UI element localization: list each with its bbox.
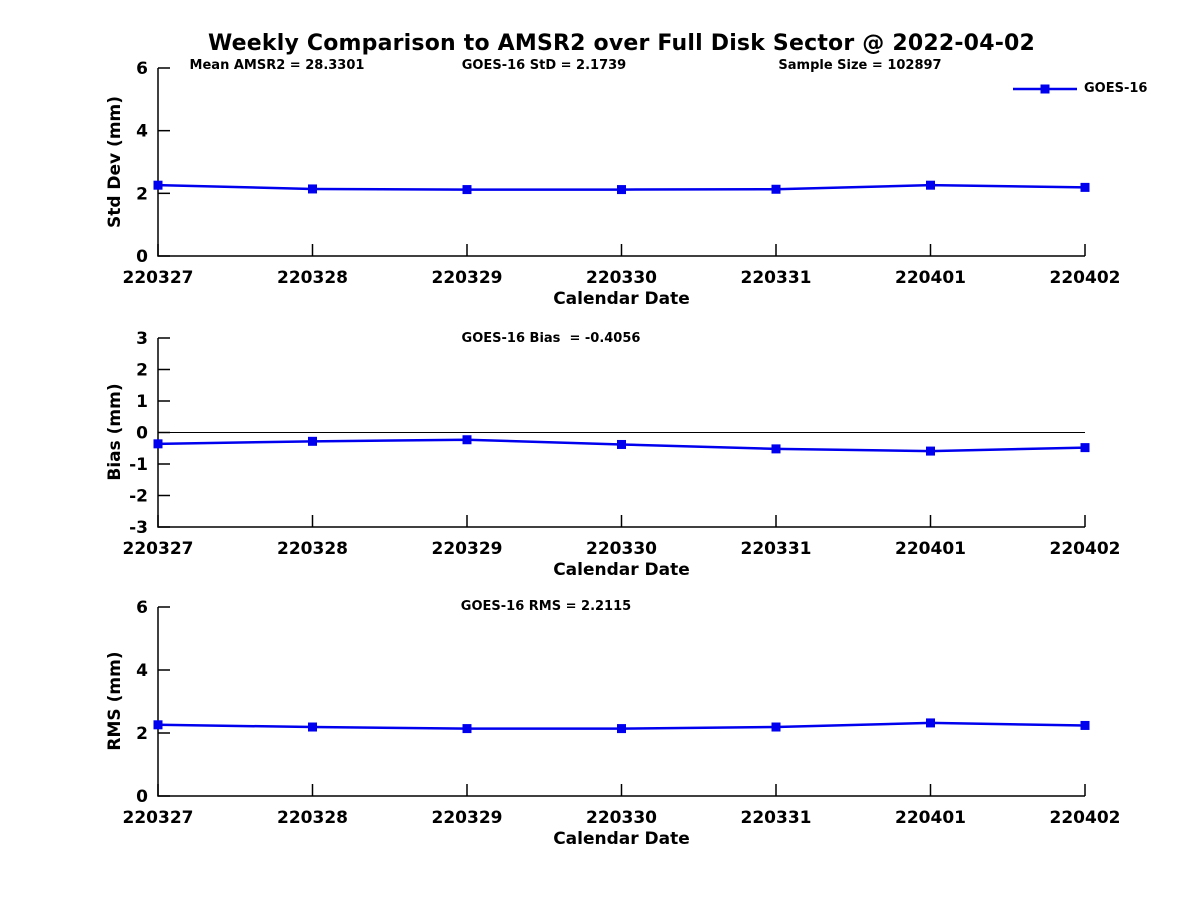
- x-axis-label: Calendar Date: [553, 289, 690, 309]
- figure-title: Weekly Comparison to AMSR2 over Full Dis…: [207, 31, 1036, 56]
- x-tick-label: 220402: [1050, 268, 1121, 288]
- x-tick-label: 220330: [586, 268, 657, 288]
- y-tick-label: 2: [136, 724, 148, 744]
- x-tick-label: 220328: [277, 268, 348, 288]
- stat-annotation-mean-amsr2: Mean AMSR2 = 28.3301: [189, 58, 365, 73]
- x-tick-label: 220401: [895, 539, 966, 559]
- stat-annotation-goes16-rms: GOES-16 RMS = 2.2115: [460, 599, 632, 614]
- x-tick-label: 220328: [277, 539, 348, 559]
- x-tick-label: 220331: [741, 539, 812, 559]
- y-tick-label: 0: [136, 424, 148, 444]
- data-point-marker: [771, 184, 781, 194]
- y-tick-label: 6: [136, 59, 148, 79]
- rms-subplot: 0 2 4 6 220327 220328 220329 220330 220331 220401…: [123, 598, 1121, 849]
- data-point-marker: [462, 724, 472, 734]
- x-tick-label: 220402: [1050, 539, 1121, 559]
- x-axis-label: Calendar Date: [553, 829, 690, 849]
- x-tick-label: 220402: [1050, 808, 1121, 828]
- x-tick-label: 220330: [586, 539, 657, 559]
- data-point-marker: [617, 439, 626, 449]
- axis-lines: [157, 607, 1085, 797]
- data-point-marker: [771, 444, 781, 454]
- x-tick-label: 220329: [432, 808, 503, 828]
- data-point-marker: [308, 184, 317, 194]
- stat-annotation-sample-size: Sample Size = 102897: [778, 58, 942, 73]
- x-tick-label: 220329: [432, 268, 503, 288]
- x-tick-label: 220401: [895, 268, 966, 288]
- y-tick-label: 4: [136, 122, 148, 142]
- legend: GOES-16: [1013, 81, 1147, 96]
- data-point-marker: [926, 718, 935, 728]
- y-tick-label: 6: [136, 598, 148, 618]
- x-tick-label: 220327: [123, 268, 194, 288]
- stat-annotation-goes16-std: GOES-16 StD = 2.1739: [461, 58, 627, 73]
- data-point-marker: [617, 185, 626, 195]
- data-point-marker: [617, 724, 626, 734]
- stat-annotation-goes16-bias: GOES-16 Bias = -0.4056: [461, 331, 641, 346]
- y-tick-label: 2: [136, 361, 148, 381]
- y-tick-label: 4: [136, 661, 148, 681]
- y-tick-label: 1: [136, 392, 148, 412]
- data-point-marker: [926, 180, 935, 190]
- x-tick-label: 220331: [741, 268, 812, 288]
- data-point-marker: [1080, 182, 1090, 192]
- x-tick-label: 220328: [277, 808, 348, 828]
- y-tick-label: -1: [129, 455, 148, 475]
- data-point-marker: [462, 435, 472, 445]
- data-point-marker: [771, 722, 781, 732]
- y-tick-label: 2: [136, 184, 148, 204]
- data-point-marker: [462, 185, 472, 195]
- y-tick-label: 3: [136, 329, 148, 349]
- x-tick-label: 220329: [432, 539, 503, 559]
- y-tick-label: 0: [136, 247, 148, 267]
- data-point-marker: [926, 446, 935, 456]
- y-tick-label: 0: [136, 787, 148, 807]
- y-tick-label: -2: [129, 487, 148, 507]
- axis-lines: [157, 68, 1085, 257]
- std-dev-subplot: 0 2 4 6 220327 220328 220329 220330 220331 220401…: [123, 59, 1121, 309]
- data-point-marker: [1080, 443, 1090, 453]
- data-point-marker: [153, 180, 163, 190]
- y-tick-label: -3: [129, 518, 148, 538]
- data-point-marker: [308, 436, 317, 446]
- x-tick-label: 220401: [895, 808, 966, 828]
- x-tick-label: 220327: [123, 808, 194, 828]
- rms-y-axis-label: RMS (mm): [105, 651, 125, 751]
- x-tick-label: 220327: [123, 539, 194, 559]
- data-point-marker: [153, 720, 163, 730]
- legend-series-label: GOES-16: [1084, 81, 1148, 96]
- data-point-marker: [308, 722, 317, 732]
- stddev-y-axis-label: Std Dev (mm): [105, 95, 125, 229]
- x-tick-label: 220330: [586, 808, 657, 828]
- x-tick-label: 220331: [741, 808, 812, 828]
- x-axis-label: Calendar Date: [553, 560, 690, 580]
- data-point-marker: [153, 439, 163, 449]
- data-point-marker: [1080, 720, 1090, 730]
- legend-line-marker-icon: [1013, 84, 1077, 93]
- bias-y-axis-label: Bias (mm): [105, 383, 125, 481]
